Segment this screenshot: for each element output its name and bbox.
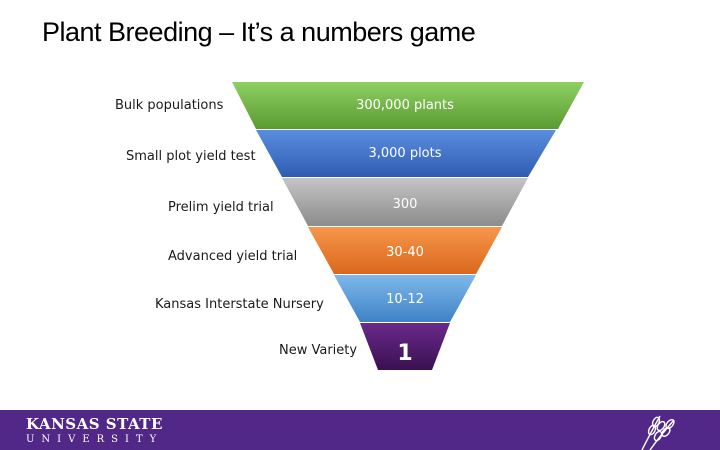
stage-label-2: Small plot yield test — [126, 149, 256, 164]
university-logo: KANSAS STATE UNIVERSITY — [26, 415, 163, 446]
logo-line-2: UNIVERSITY — [26, 434, 164, 445]
stage-value-2: 3,000 plots — [368, 146, 442, 161]
logo-line-1: KANSAS STATE — [26, 415, 163, 433]
stage-value-3: 300 — [392, 197, 418, 212]
stage-value-6: 1 — [397, 341, 413, 366]
funnel-stage-4 — [308, 227, 502, 274]
wheat-icon — [641, 415, 675, 450]
stage-value-1: 300,000 plants — [356, 98, 454, 113]
stage-label-3: Prelim yield trial — [168, 200, 274, 215]
footer-bar: KANSAS STATE UNIVERSITY — [0, 410, 720, 450]
funnel-stage-1 — [232, 82, 584, 129]
stage-value-5: 10-12 — [386, 292, 424, 307]
funnel-stage-5 — [334, 275, 476, 322]
funnel-stage-3 — [282, 178, 528, 226]
stage-label-4: Advanced yield trial — [168, 249, 298, 264]
funnel-stage-6 — [360, 323, 450, 370]
stage-value-4: 30-40 — [386, 245, 424, 260]
stage-label-1: Bulk populations — [115, 98, 224, 113]
slide-title: Plant Breeding – It’s a numbers game — [42, 17, 476, 47]
stage-label-6: New Variety — [279, 343, 358, 358]
funnel-stage-2 — [256, 130, 556, 177]
stage-label-5: Kansas Interstate Nursery — [155, 297, 324, 312]
